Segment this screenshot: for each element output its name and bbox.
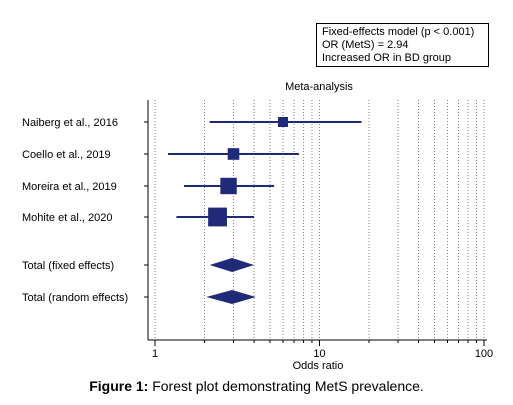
figure-caption-prefix: Figure 1: xyxy=(89,378,149,394)
study-square xyxy=(220,177,237,195)
x-tick-label: 100 xyxy=(475,348,493,360)
x-axis-label: Odds ratio xyxy=(293,360,344,370)
study-square xyxy=(278,117,289,127)
figure-caption: Figure 1: Forest plot demonstrating MetS… xyxy=(0,378,513,394)
x-tick-label: 1 xyxy=(152,348,158,360)
pooled-diamond xyxy=(209,258,255,272)
study-label: Mohite et al., 2020 xyxy=(22,212,113,224)
x-tick-label: 10 xyxy=(313,348,325,360)
model-stats-line: Increased OR in BD group xyxy=(322,52,452,64)
forest-plot: Meta-analysis Odds ratio 1 10 100 Naiberg e… xyxy=(22,81,493,370)
study-label: Coello et al., 2019 xyxy=(22,149,111,161)
study-label: Moreira et al., 2019 xyxy=(22,181,117,193)
model-stats-line: OR (MetS) = 2.94 xyxy=(322,39,409,51)
model-stats-line: Fixed-effects model (p < 0.001) xyxy=(322,26,475,38)
chart-title: Meta-analysis xyxy=(285,81,353,93)
study-label: Total (random effects) xyxy=(22,292,128,304)
pooled-diamond xyxy=(206,290,256,304)
figure-caption-text: Forest plot demonstrating MetS prevalenc… xyxy=(152,378,424,394)
study-label: Total (fixed effects) xyxy=(22,260,114,272)
study-marks xyxy=(168,117,362,304)
study-square xyxy=(227,148,240,160)
study-label: Naiberg et al., 2016 xyxy=(22,117,118,129)
grid-lines xyxy=(154,100,485,340)
study-square xyxy=(208,207,227,227)
axes xyxy=(144,100,487,346)
model-stats-box: Fixed-effects model (p < 0.001) OR (MetS… xyxy=(316,23,489,67)
